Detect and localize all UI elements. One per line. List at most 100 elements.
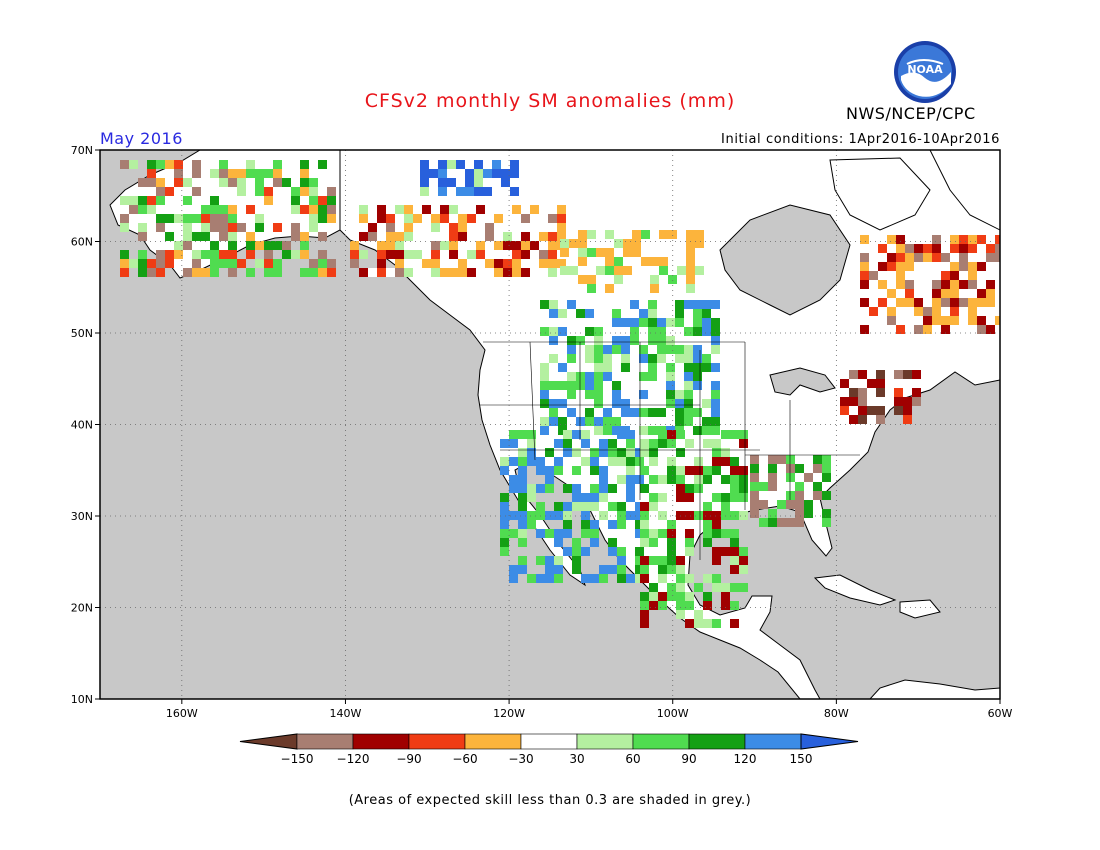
anomaly-cell — [702, 354, 711, 363]
anomaly-cell — [581, 574, 590, 583]
anomaly-cell — [941, 280, 950, 289]
anomaly-cell — [666, 390, 675, 399]
anomaly-cell — [572, 547, 581, 556]
lat-tick-label: 60N — [71, 236, 93, 249]
lat-tick-label: 30N — [71, 510, 93, 523]
anomaly-cell — [587, 284, 596, 293]
anomaly-cell — [210, 205, 219, 214]
anomaly-cell — [590, 520, 599, 529]
anomaly-cell — [730, 430, 739, 439]
anomaly-cell — [536, 457, 545, 466]
anomaly-cell — [549, 300, 558, 309]
anomaly-cell — [147, 205, 156, 214]
anomaly-cell — [458, 232, 467, 241]
anomaly-cell — [712, 583, 721, 592]
anomaly-cell — [695, 239, 704, 248]
anomaly-cell — [431, 268, 440, 277]
anomaly-cell — [648, 318, 657, 327]
anomaly-cell — [721, 583, 730, 592]
anomaly-cell — [599, 574, 608, 583]
anomaly-cell — [273, 241, 282, 250]
anomaly-cell — [327, 196, 336, 205]
anomaly-cell — [594, 417, 603, 426]
anomaly-cell — [730, 484, 739, 493]
anomaly-cell — [540, 417, 549, 426]
colorbar: −150 −120 −90 −60 −30 30 60 90 120 150 — [239, 733, 859, 766]
anomaly-cell — [603, 372, 612, 381]
anomaly-cell — [539, 259, 548, 268]
anomaly-cell — [932, 316, 941, 325]
anomaly-cell — [147, 178, 156, 187]
anomaly-cell — [578, 239, 587, 248]
anomaly-cell — [635, 475, 644, 484]
anomaly-cell — [649, 538, 658, 547]
anomaly-cell — [768, 482, 777, 491]
anomaly-cell — [599, 466, 608, 475]
anomaly-cell — [617, 547, 626, 556]
anomaly-cell — [512, 241, 521, 250]
anomaly-cell — [545, 574, 554, 583]
anomaly-cell — [649, 475, 658, 484]
anomaly-cell — [590, 574, 599, 583]
anomaly-cell — [658, 475, 667, 484]
anomaly-cell — [509, 529, 518, 538]
anomaly-cell — [549, 417, 558, 426]
anomaly-cell — [666, 372, 675, 381]
lon-tick-label: 140W — [330, 707, 362, 720]
anomaly-cell — [156, 178, 165, 187]
anomaly-cell — [318, 232, 327, 241]
lon-tick-label: 100W — [657, 707, 689, 720]
anomaly-cell — [684, 399, 693, 408]
anomaly-cell — [590, 484, 599, 493]
anomaly-cell — [518, 520, 527, 529]
anomaly-cell — [156, 187, 165, 196]
anomaly-cell — [474, 187, 483, 196]
anomaly-cell — [614, 275, 623, 284]
anomaly-cell — [527, 430, 536, 439]
anomaly-cell — [684, 417, 693, 426]
anomaly-cell — [648, 300, 657, 309]
anomaly-cell — [237, 223, 246, 232]
anomaly-cell — [667, 547, 676, 556]
anomaly-cell — [860, 280, 869, 289]
anomaly-cell — [721, 592, 730, 601]
anomaly-cell — [165, 214, 174, 223]
anomaly-cell — [512, 268, 521, 277]
anomaly-cell — [605, 248, 614, 257]
anomaly-cell — [377, 268, 386, 277]
colorbar-segment — [744, 733, 802, 750]
anomaly-cell — [165, 187, 174, 196]
anomaly-cell — [894, 406, 903, 415]
anomaly-cell — [712, 520, 721, 529]
anomaly-cell — [712, 439, 721, 448]
anomaly-cell — [730, 556, 739, 565]
anomaly-cell — [557, 205, 566, 214]
anomaly-cell — [246, 268, 255, 277]
anomaly-cell — [667, 475, 676, 484]
anomaly-cell — [576, 336, 585, 345]
anomaly-cell — [608, 520, 617, 529]
anomaly-cell — [932, 298, 941, 307]
anomaly-cell — [465, 169, 474, 178]
anomaly-cell — [712, 511, 721, 520]
anomaly-cell — [563, 511, 572, 520]
state-borders — [480, 341, 860, 560]
anomaly-cell — [858, 415, 867, 424]
anomaly-cell — [567, 354, 576, 363]
anomaly-cell — [666, 381, 675, 390]
anomaly-cell — [612, 390, 621, 399]
anomaly-cell — [977, 235, 986, 244]
anomaly-cell — [640, 502, 649, 511]
anomaly-cell — [596, 248, 605, 257]
anomaly-cell — [903, 397, 912, 406]
anomaly-cell — [667, 457, 676, 466]
anomaly-cell — [903, 406, 912, 415]
anomaly-cell — [608, 457, 617, 466]
anomaly-cell — [291, 223, 300, 232]
anomaly-cell — [649, 493, 658, 502]
anomaly-cell — [608, 439, 617, 448]
anomaly-cell — [120, 223, 129, 232]
anomaly-cell — [804, 509, 813, 518]
anomaly-cell — [640, 538, 649, 547]
colorbar-label: 60 — [625, 752, 640, 766]
